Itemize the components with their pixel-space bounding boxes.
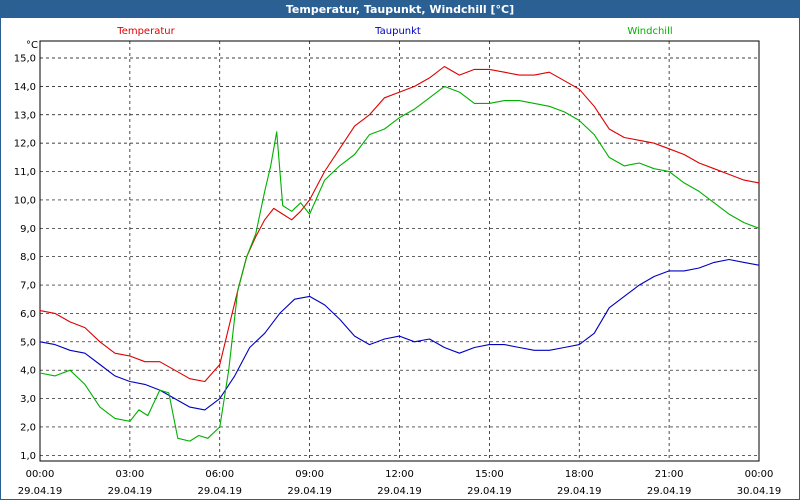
y-tick-label: 1,0 — [20, 451, 36, 462]
y-tick-label: 14,0 — [14, 82, 36, 93]
legend-windchill: Windchill — [627, 26, 672, 37]
x-tick-time: 18:00 — [565, 469, 594, 480]
y-tick-label: 6,0 — [20, 309, 36, 320]
y-tick-label: 11,0 — [14, 167, 36, 178]
y-tick-label: 10,0 — [14, 195, 36, 206]
legend-taupunkt: Taupunkt — [374, 26, 421, 37]
window-title: Temperatur, Taupunkt, Windchill [°C] — [1, 1, 799, 18]
x-tick-date: 29.04.19 — [557, 486, 602, 497]
x-tick-date: 30.04.19 — [737, 486, 782, 497]
y-tick-label: 7,0 — [20, 281, 36, 292]
y-tick-label: 13,0 — [14, 110, 36, 121]
x-tick-date: 29.04.19 — [108, 486, 153, 497]
y-tick-label: 2,0 — [20, 422, 36, 433]
x-tick-time: 00:00 — [745, 469, 774, 480]
x-tick-date: 29.04.19 — [467, 486, 512, 497]
x-tick-time: 15:00 — [475, 469, 504, 480]
x-tick-time: 03:00 — [115, 469, 144, 480]
x-tick-date: 29.04.19 — [647, 486, 692, 497]
legend-temperatur: Temperatur — [116, 26, 175, 37]
y-tick-label: 8,0 — [20, 252, 36, 263]
x-tick-time: 06:00 — [205, 469, 234, 480]
series-line-temperatur — [39, 65, 760, 383]
x-tick-time: 21:00 — [655, 469, 684, 480]
y-tick-label: 12,0 — [14, 139, 36, 150]
x-tick-time: 00:00 — [26, 469, 55, 480]
y-tick-label: 9,0 — [20, 224, 36, 235]
y-tick-label: 15,0 — [14, 54, 36, 65]
y-axis-unit: °C — [26, 40, 38, 51]
y-tick-label: 4,0 — [20, 366, 36, 377]
series-line-windchill — [39, 85, 760, 442]
x-tick-date: 29.04.19 — [197, 486, 242, 497]
x-tick-date: 29.04.19 — [287, 486, 332, 497]
x-tick-time: 09:00 — [295, 469, 324, 480]
x-tick-time: 12:00 — [385, 469, 414, 480]
y-tick-label: 5,0 — [20, 337, 36, 348]
y-tick-label: 3,0 — [20, 394, 36, 405]
x-tick-date: 29.04.19 — [377, 486, 422, 497]
x-tick-date: 29.04.19 — [18, 486, 63, 497]
